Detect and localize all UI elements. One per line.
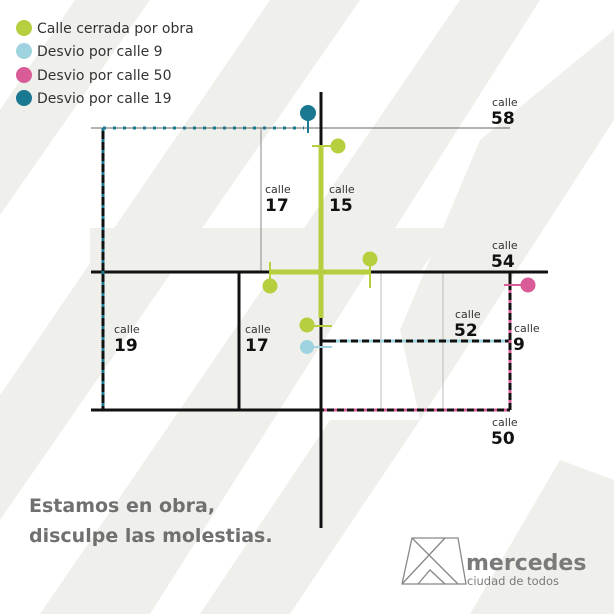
label-54-prefix: calle [492,239,518,252]
label-17-top-number: 17 [265,196,289,216]
closed-15-north-pin [330,138,346,154]
legend-detour9-dot [16,43,32,59]
label-52-prefix: calle [455,308,481,321]
logo-name: mercedes [466,551,586,576]
mercedes-logo: mercedes ciudad de todos [401,537,586,588]
closed-streets [262,138,378,333]
legend-detour50-label: Desvio por calle 50 [37,68,171,84]
detour-50-route [324,277,536,412]
logo-mark-icon [401,537,467,585]
detour-50-pin [520,277,536,293]
detour-9-pin [300,340,314,354]
detour-19-pin [300,105,316,121]
legend-detour19-dot [16,90,32,106]
label-50-prefix: calle [492,416,518,429]
label-15-number: 15 [329,196,353,216]
label-17-bottom-number: 17 [245,336,269,356]
detour-9-route [300,339,505,354]
label-9-prefix: calle [514,322,540,335]
closed-54-east-pin [362,251,378,267]
logo-tagline: ciudad de todos [467,574,559,588]
street-labels: calle 58 calle 17 calle 15 calle 54 call… [114,96,540,449]
label-58-number: 58 [491,109,515,129]
legend: Calle cerrada por obra Desvio por calle … [16,20,194,107]
label-19-number: 19 [114,336,138,356]
label-19-prefix: calle [114,323,140,336]
label-52-number: 52 [454,321,478,341]
label-58-prefix: calle [492,96,518,109]
legend-detour50-dot [16,67,32,83]
legend-closed-dot [16,20,32,36]
apology-message-line2: disculpe las molestias. [29,525,273,547]
label-50-number: 50 [491,429,515,449]
label-17-top-prefix: calle [265,183,291,196]
closed-54-west-pin [262,278,278,294]
legend-detour19-label: Desvio por calle 19 [37,91,171,107]
label-9-number: 9 [513,335,525,355]
label-54-number: 54 [491,252,515,272]
closed-15-south-pin [299,317,315,333]
legend-closed-label: Calle cerrada por obra [37,21,194,37]
apology-message-line1: Estamos en obra, [29,495,215,517]
detour-19-route [101,105,316,410]
label-17-bottom-prefix: calle [245,323,271,336]
label-15-prefix: calle [329,183,355,196]
legend-detour9-label: Desvio por calle 9 [37,44,163,60]
